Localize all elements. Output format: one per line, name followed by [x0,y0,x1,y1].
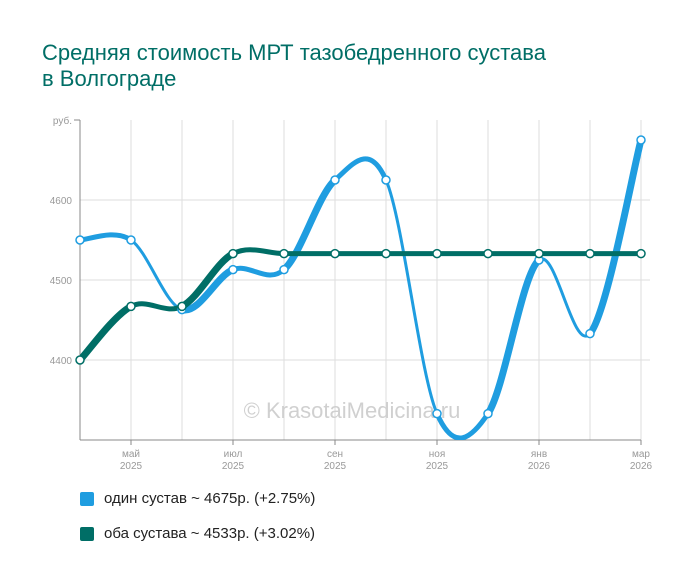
series-line-segment [230,265,287,278]
y-axis-unit: руб. [53,115,72,127]
series-line-segment [280,176,339,274]
chart-title: Средняя стоимость МРТ тазобедренного сус… [42,40,546,91]
data-point [228,264,238,275]
y-tick-label: 4400 [50,356,73,367]
data-point [75,355,85,365]
data-point [330,248,340,259]
legend-swatch [80,526,94,541]
legend-item-both-joints[interactable]: оба сустава ~ 4533р. (+3.02%) [80,525,315,542]
legend-swatch [80,491,94,506]
data-point [432,248,442,259]
y-tick-label: 4500 [50,276,73,287]
data-point [330,175,340,185]
data-point [75,235,85,245]
data-point [432,408,442,419]
data-point [585,248,595,259]
series-line-segment [80,302,135,364]
series-line-segment [230,247,287,257]
x-tick-year: 2025 [120,461,143,472]
data-point [483,248,493,259]
x-tick-month: июл [224,449,243,460]
series-line-segment [332,156,389,183]
data-point [381,175,391,185]
data-point [228,248,238,259]
series-line-segment [129,238,184,312]
data-point [636,248,646,259]
y-tick-label: 4600 [50,196,73,207]
data-point [381,248,391,259]
x-tick-year: 2026 [630,461,653,472]
x-tick-year: 2025 [426,461,449,472]
series-line-segment [586,136,645,338]
data-point [585,328,595,339]
data-point [279,264,289,275]
x-tick-year: 2025 [324,461,347,472]
series-line-segment [80,232,134,243]
series-line-segment [484,256,543,418]
x-tick-year: 2026 [528,461,551,472]
series-line-segment [537,257,592,338]
legend-label: оба сустава ~ 4533р. (+3.02%) [104,525,316,542]
series-line-segment [384,178,439,416]
data-point [636,135,646,145]
legend-label: один сустав ~ 4675р. (+2.75%) [104,490,316,507]
data-point [126,301,136,312]
series-line-segment [434,411,491,440]
x-tick-month: май [122,449,140,460]
watermark: © KrasotaiMedicina.ru [244,398,461,423]
x-tick-month: мар [632,449,650,460]
x-tick-month: янв [531,449,547,460]
data-point [534,248,544,259]
series-line-segment [178,250,237,310]
data-point [483,408,493,419]
data-point [126,235,136,245]
data-point [177,301,187,312]
x-tick-month: сен [327,449,343,460]
x-tick-year: 2025 [222,461,245,472]
data-point [279,248,289,259]
legend-item-one-joint[interactable]: один сустав ~ 4675р. (+2.75%) [80,490,315,507]
x-tick-month: ноя [429,449,446,460]
